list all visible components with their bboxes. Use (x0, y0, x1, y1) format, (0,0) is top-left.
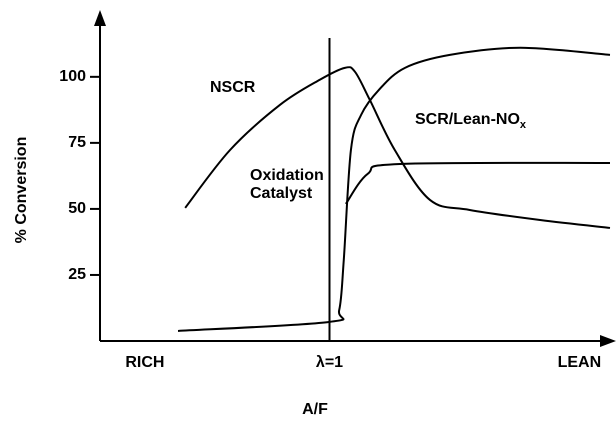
series-line (177, 46, 611, 332)
series-line (184, 66, 611, 229)
y-axis-label: % Conversion (13, 137, 30, 244)
y-tick-label: 50 (68, 200, 86, 217)
series-label-main: SCR/Lean-NO (415, 111, 520, 128)
series-label: SCR/Lean-NOx (415, 111, 527, 131)
series-label: Oxidation (250, 167, 324, 184)
x-tick-label: LEAN (558, 354, 602, 371)
series-label: Catalyst (250, 185, 313, 202)
series-label: NSCR (210, 79, 256, 96)
x-axis-arrow (600, 335, 616, 347)
series-line (344, 161, 611, 205)
y-tick-label: 25 (68, 266, 86, 283)
x-tick-label: λ=1 (316, 354, 343, 371)
y-axis-arrow (94, 10, 106, 26)
y-tick-label: 75 (68, 134, 86, 151)
x-axis-label: A/F (302, 401, 328, 418)
series-label-sub: x (520, 119, 527, 131)
y-tick-label: 100 (59, 68, 86, 85)
x-tick-label: RICH (125, 354, 164, 371)
